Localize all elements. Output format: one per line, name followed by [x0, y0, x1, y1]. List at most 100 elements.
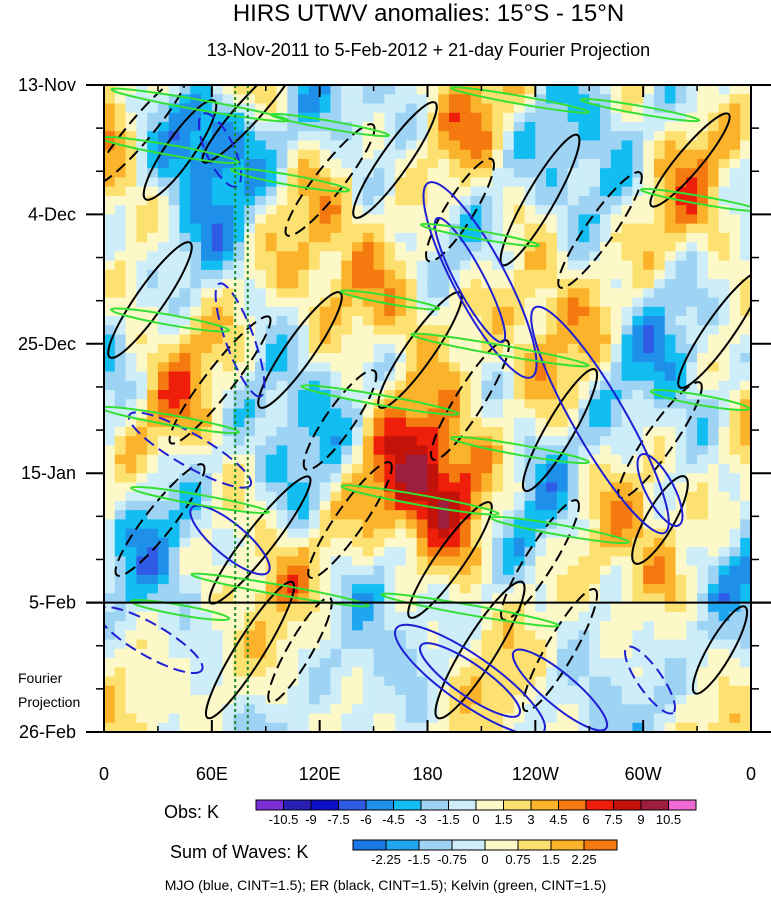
field-cell — [653, 306, 666, 317]
field-cell — [362, 639, 375, 650]
field-cell — [157, 417, 170, 428]
field-cell — [610, 556, 623, 567]
field-cell — [740, 436, 751, 447]
field-cell — [352, 297, 364, 308]
field-cell — [459, 103, 472, 114]
field-cell — [254, 695, 267, 705]
field-cell — [578, 85, 590, 95]
field-cell — [308, 426, 321, 437]
field-cell — [308, 510, 321, 521]
field-cell — [643, 556, 655, 567]
field-cell — [254, 473, 267, 484]
field-cell — [147, 445, 159, 456]
field-cell — [157, 445, 170, 456]
er-contour — [302, 369, 378, 471]
field-cell — [578, 584, 590, 594]
x-tick-label: 180 — [412, 764, 442, 784]
field-cell — [395, 380, 407, 391]
field-cell — [395, 316, 407, 326]
field-cell — [201, 658, 213, 668]
field-cell — [535, 565, 547, 576]
field-cell — [481, 445, 493, 456]
field-cell — [718, 242, 731, 252]
field-cell — [578, 436, 590, 447]
field-cell — [643, 251, 655, 262]
field-cell — [643, 316, 655, 326]
field-cell — [470, 186, 483, 197]
field-cell — [330, 417, 342, 428]
field-cell — [675, 482, 687, 493]
field-cell — [513, 510, 526, 521]
field-cell — [438, 306, 450, 317]
field-cell — [729, 408, 741, 419]
field-cell — [341, 316, 353, 326]
field-cell — [287, 131, 299, 142]
field-cell — [298, 648, 310, 659]
field-cell — [384, 242, 396, 252]
field-cell — [707, 602, 720, 613]
field-cell — [222, 537, 234, 548]
field-cell — [578, 325, 590, 336]
field-cell — [643, 149, 655, 160]
field-cell — [513, 528, 526, 539]
field-cell — [427, 713, 439, 724]
field-cell — [254, 242, 267, 252]
field-cell — [330, 565, 342, 576]
field-cell — [352, 436, 364, 447]
field-cell — [190, 463, 202, 474]
field-cell — [567, 611, 580, 622]
field-cell — [664, 168, 677, 179]
field-cell — [707, 648, 720, 659]
field-cell — [740, 85, 751, 95]
field-cell — [632, 380, 644, 391]
field-cell — [168, 611, 181, 622]
field-cell — [438, 436, 450, 447]
field-cell — [125, 463, 137, 474]
field-cell — [362, 510, 375, 521]
field-cell — [675, 667, 687, 678]
field-cell — [395, 667, 407, 678]
field-cell — [632, 195, 644, 206]
field-cell — [459, 676, 472, 687]
field-cell — [610, 685, 623, 696]
field-cell — [459, 140, 472, 151]
projection-label-line2: Projection — [18, 694, 81, 710]
field-cell — [352, 195, 364, 206]
field-cell — [276, 454, 288, 465]
field-cell — [438, 371, 450, 382]
field-cell — [438, 362, 450, 373]
field-cell — [104, 325, 116, 336]
field-cell — [233, 667, 245, 678]
field-cell — [427, 547, 439, 557]
field-cell — [298, 482, 310, 493]
obs-swatch — [283, 799, 312, 811]
field-cell — [610, 371, 623, 382]
waves-colorbar-label: Sum of Waves: K — [170, 842, 309, 862]
field-cell — [535, 584, 547, 594]
field-cell — [740, 658, 751, 668]
field-cell — [546, 362, 558, 373]
field-cell — [589, 408, 601, 419]
field-cell — [319, 343, 332, 354]
field-cell — [244, 713, 256, 724]
field-cell — [459, 658, 472, 668]
field-cell — [740, 288, 751, 299]
field-cell — [104, 362, 116, 373]
field-cell — [664, 214, 677, 225]
field-cell — [567, 85, 580, 95]
field-cell — [675, 242, 687, 252]
field-cell — [330, 168, 342, 179]
field-cell — [578, 334, 590, 345]
field-cell — [502, 232, 515, 243]
field-cell — [157, 223, 170, 234]
field-cell — [449, 380, 461, 391]
field-cell — [632, 297, 644, 308]
field-cell — [341, 288, 353, 299]
field-cell — [610, 316, 623, 326]
field-cell — [125, 528, 137, 539]
field-cell — [686, 639, 698, 650]
field-cell — [298, 399, 310, 410]
field-cell — [707, 408, 720, 419]
field-cell — [319, 288, 332, 299]
er-contour — [257, 291, 343, 409]
